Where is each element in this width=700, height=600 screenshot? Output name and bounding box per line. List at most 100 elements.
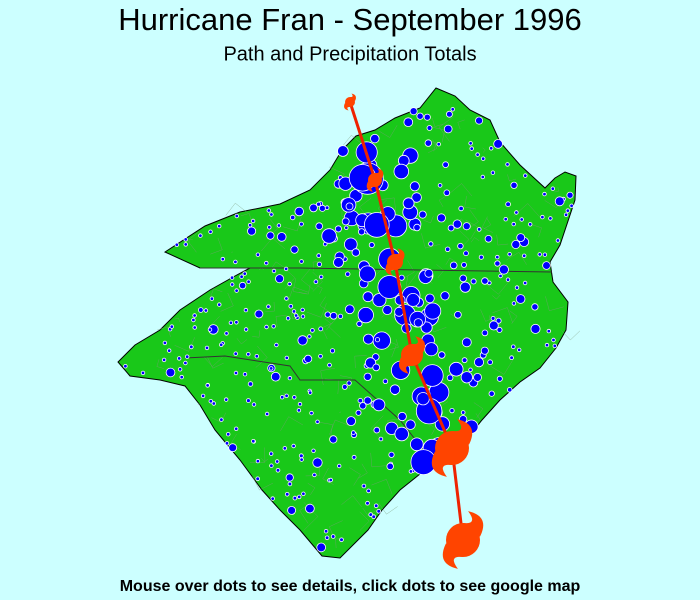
- precipitation-dot[interactable]: [565, 208, 570, 213]
- precipitation-dot[interactable]: [255, 476, 261, 482]
- precipitation-dot[interactable]: [555, 238, 561, 243]
- precipitation-dot[interactable]: [176, 356, 182, 361]
- precipitation-dot[interactable]: [242, 372, 248, 377]
- precipitation-dot[interactable]: [184, 354, 190, 359]
- precipitation-dot[interactable]: [503, 216, 508, 222]
- precipitation-dot[interactable]: [548, 216, 553, 221]
- precipitation-dot[interactable]: [270, 371, 281, 382]
- precipitation-dot[interactable]: [530, 323, 541, 334]
- precipitation-dot[interactable]: [468, 141, 473, 146]
- precipitation-dot[interactable]: [269, 212, 274, 217]
- precipitation-dot[interactable]: [208, 229, 213, 234]
- precipitation-dot[interactable]: [490, 170, 496, 175]
- precipitation-dot[interactable]: [341, 217, 350, 226]
- precipitation-dot[interactable]: [393, 163, 410, 180]
- precipitation-dot[interactable]: [266, 208, 271, 213]
- precipitation-dot[interactable]: [275, 274, 285, 284]
- precipitation-dot[interactable]: [507, 387, 513, 393]
- precipitation-dot[interactable]: [229, 282, 235, 287]
- precipitation-dot[interactable]: [355, 409, 362, 416]
- precipitation-dot[interactable]: [254, 309, 264, 319]
- precipitation-dot[interactable]: [328, 477, 333, 483]
- precipitation-dot[interactable]: [449, 407, 455, 414]
- precipitation-dot[interactable]: [233, 259, 238, 265]
- precipitation-dot[interactable]: [339, 537, 344, 543]
- precipitation-dot[interactable]: [454, 310, 462, 319]
- precipitation-dot[interactable]: [359, 402, 367, 410]
- precipitation-dot[interactable]: [382, 304, 393, 315]
- precipitation-dot[interactable]: [357, 306, 374, 324]
- precipitation-dot[interactable]: [264, 411, 270, 417]
- precipitation-dot[interactable]: [409, 181, 420, 192]
- precipitation-dot[interactable]: [495, 254, 500, 260]
- precipitation-dot[interactable]: [481, 156, 486, 161]
- precipitation-dot[interactable]: [376, 508, 382, 514]
- precipitation-dot[interactable]: [344, 225, 349, 230]
- precipitation-dot[interactable]: [284, 355, 289, 361]
- precipitation-dot[interactable]: [443, 189, 451, 197]
- precipitation-dot[interactable]: [416, 112, 424, 120]
- precipitation-dot[interactable]: [405, 419, 416, 430]
- precipitation-dot[interactable]: [481, 329, 489, 337]
- precipitation-dot[interactable]: [428, 241, 434, 247]
- precipitation-dot[interactable]: [522, 280, 528, 286]
- precipitation-dot[interactable]: [264, 260, 269, 266]
- precipitation-dot[interactable]: [551, 337, 556, 343]
- precipitation-dot[interactable]: [372, 363, 381, 372]
- precipitation-dot[interactable]: [365, 500, 370, 506]
- precipitation-dot[interactable]: [319, 274, 324, 280]
- precipitation-dot[interactable]: [356, 320, 363, 327]
- precipitation-dot[interactable]: [266, 231, 275, 240]
- precipitation-dot[interactable]: [378, 436, 384, 442]
- precipitation-dot[interactable]: [450, 107, 455, 112]
- precipitation-dot[interactable]: [189, 344, 194, 350]
- precipitation-dot[interactable]: [296, 408, 302, 413]
- precipitation-dot[interactable]: [496, 375, 503, 382]
- precipitation-dot[interactable]: [234, 288, 239, 293]
- precipitation-dot[interactable]: [426, 125, 433, 131]
- precipitation-dot[interactable]: [329, 311, 338, 320]
- precipitation-dot[interactable]: [192, 313, 197, 318]
- precipitation-dot[interactable]: [174, 242, 179, 247]
- precipitation-dot[interactable]: [330, 534, 336, 539]
- precipitation-dot[interactable]: [284, 296, 289, 301]
- precipitation-dot[interactable]: [245, 398, 251, 404]
- precipitation-dot[interactable]: [211, 401, 216, 406]
- precipitation-dot[interactable]: [162, 340, 168, 346]
- precipitation-dot[interactable]: [461, 337, 472, 348]
- precipitation-dot[interactable]: [544, 342, 550, 348]
- precipitation-dot[interactable]: [373, 503, 379, 509]
- precipitation-dot[interactable]: [290, 214, 296, 221]
- precipitation-dot[interactable]: [324, 205, 330, 211]
- precipitation-dot[interactable]: [307, 334, 312, 339]
- precipitation-dot[interactable]: [341, 383, 348, 390]
- precipitation-dot[interactable]: [264, 324, 269, 330]
- precipitation-dot[interactable]: [542, 252, 548, 257]
- precipitation-dot[interactable]: [343, 237, 358, 252]
- precipitation-dot[interactable]: [542, 261, 551, 270]
- precipitation-dot[interactable]: [246, 352, 251, 357]
- precipitation-dot[interactable]: [243, 307, 249, 313]
- precipitation-dot[interactable]: [488, 390, 495, 397]
- precipitation-dot[interactable]: [447, 224, 455, 232]
- precipitation-dot[interactable]: [358, 265, 376, 283]
- precipitation-dot[interactable]: [311, 448, 316, 453]
- precipitation-dot[interactable]: [255, 458, 261, 464]
- precipitation-dot[interactable]: [316, 201, 322, 207]
- precipitation-dot[interactable]: [287, 505, 297, 515]
- precipitation-dot[interactable]: [351, 430, 356, 435]
- precipitation-dot[interactable]: [166, 348, 172, 353]
- precipitation-dot[interactable]: [460, 371, 473, 384]
- precipitation-dot[interactable]: [233, 370, 239, 376]
- precipitation-dot[interactable]: [208, 399, 213, 404]
- precipitation-dot[interactable]: [463, 250, 469, 257]
- precipitation-dot[interactable]: [303, 354, 313, 363]
- precipitation-dot[interactable]: [123, 364, 128, 369]
- precipitation-dot[interactable]: [192, 325, 197, 330]
- precipitation-dot[interactable]: [274, 342, 279, 348]
- precipitation-dot[interactable]: [519, 217, 524, 222]
- precipitation-dot[interactable]: [494, 260, 501, 267]
- precipitation-dot[interactable]: [411, 192, 422, 203]
- precipitation-dot[interactable]: [480, 174, 485, 180]
- precipitation-dot[interactable]: [458, 205, 464, 212]
